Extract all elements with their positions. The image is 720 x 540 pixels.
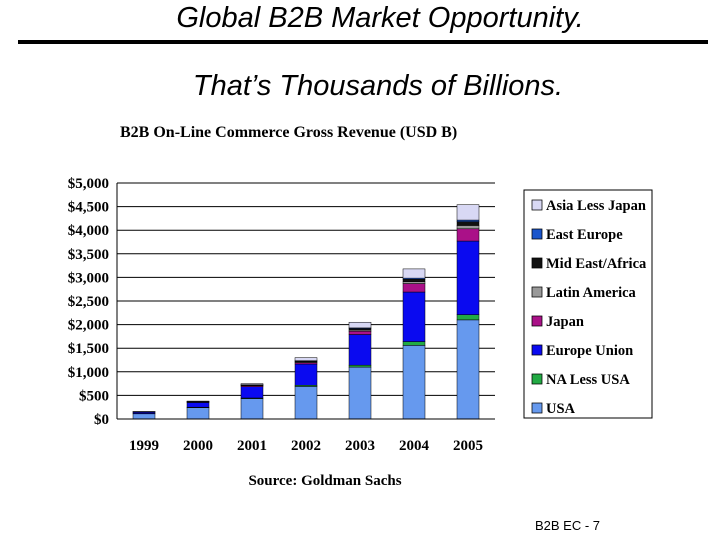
legend-swatch — [531, 402, 543, 414]
bar-segment — [456, 314, 480, 321]
chart-bars — [132, 204, 480, 420]
y-tick-label: $3,500 — [68, 247, 109, 263]
bar-segment — [240, 398, 264, 420]
bar-segment — [186, 407, 210, 420]
legend-label: Japan — [546, 314, 584, 330]
bar-segment — [132, 413, 156, 420]
legend-label: USA — [546, 401, 576, 417]
chart-title: B2B On-Line Commerce Gross Revenue (USD … — [120, 124, 457, 141]
bar-segment — [348, 321, 372, 329]
x-tick-label: 2005 — [453, 438, 483, 454]
legend-label: Mid East/Africa — [546, 256, 647, 272]
x-tick-label: 2002 — [291, 438, 321, 454]
legend-box — [523, 189, 653, 419]
y-tick-label: $2,000 — [68, 318, 109, 334]
bar-segment — [402, 345, 426, 420]
bar-segment — [186, 402, 210, 408]
bar-segment — [456, 204, 480, 221]
bar-segment — [186, 400, 210, 402]
y-tick-label: $500 — [79, 388, 109, 404]
bar-segment — [348, 334, 372, 366]
x-tick-label: 2001 — [237, 438, 267, 454]
x-tick-label: 2004 — [399, 438, 430, 454]
bar-segment — [402, 268, 426, 279]
y-tick-label: $2,500 — [68, 294, 109, 310]
legend-label: Europe Union — [546, 343, 633, 359]
y-tick-label: $4,000 — [68, 223, 109, 239]
y-tick-label: $5,000 — [68, 176, 109, 192]
bar-segment — [402, 281, 426, 284]
bar-segment — [348, 366, 372, 420]
bar-segment — [402, 291, 426, 342]
legend-swatch — [531, 228, 543, 240]
legend-swatch — [531, 344, 543, 356]
legend-label: East Europe — [546, 227, 623, 243]
y-tick-label: $1,000 — [68, 365, 109, 381]
x-tick-label: 2000 — [183, 438, 213, 454]
bar-segment — [348, 330, 372, 335]
y-tick-label: $1,500 — [68, 341, 109, 357]
bar-segment — [456, 240, 480, 315]
bar-segment — [240, 383, 264, 385]
legend-label: Latin America — [546, 285, 637, 301]
legend-label: Asia Less Japan — [546, 198, 646, 214]
bar-segment — [240, 386, 264, 399]
legend-swatch — [531, 257, 543, 269]
bar-segment — [456, 228, 480, 242]
bar-segment — [294, 386, 318, 420]
bar-segment — [402, 279, 426, 282]
legend-swatch — [531, 373, 543, 385]
bar-segment — [456, 319, 480, 420]
bar-segment — [348, 364, 372, 368]
bar-segment — [294, 357, 318, 361]
bar-segment — [294, 363, 318, 386]
legend-swatch — [531, 286, 543, 298]
chart-axes: $0 $500 $1,000 $1,500 $2,000 $2,500 $3,000 $3,5… — [68, 176, 495, 454]
chart-legend: Asia Less Japan East Europe Mid East/Afric… — [523, 189, 653, 419]
x-tick-label: 2003 — [345, 438, 375, 454]
bar-segment — [402, 283, 426, 293]
bar-segment — [456, 221, 480, 226]
slide-footer: B2B EC - 7 — [535, 518, 601, 533]
slide-title: Global B2B Market Opportunity. — [176, 2, 584, 34]
legend-swatch — [531, 199, 543, 211]
title-divider — [18, 40, 708, 44]
bar-segment — [402, 341, 426, 346]
x-tick-label: 1999 — [129, 438, 159, 454]
bar-segment — [456, 225, 480, 230]
chart-source: Source: Goldman Sachs — [248, 473, 401, 489]
legend-swatch — [531, 315, 543, 327]
chart-grid — [117, 182, 495, 396]
legend-label: NA Less USA — [546, 372, 630, 388]
y-tick-label: $3,000 — [68, 270, 109, 286]
slide-subtitle: That’s Thousands of Billions. — [192, 70, 564, 102]
y-tick-label: $0 — [94, 412, 109, 428]
y-tick-label: $4,500 — [68, 200, 109, 216]
